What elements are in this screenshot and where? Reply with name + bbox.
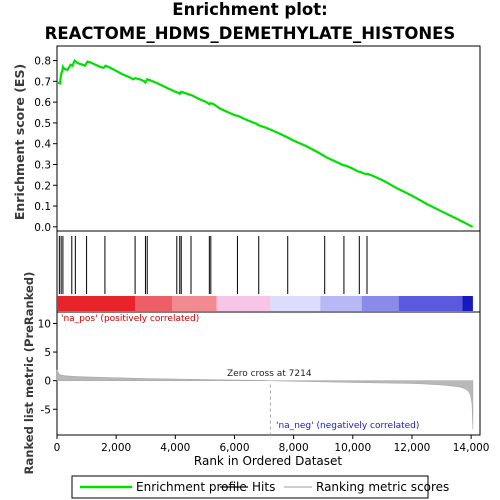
es-ytick-label: 0.3 — [34, 159, 51, 171]
color-bar-segment — [398, 296, 463, 311]
es-ytick-label: 0.8 — [34, 56, 51, 68]
x-axis-label: Rank in Ordered Dataset — [194, 454, 342, 468]
legend-box — [71, 475, 429, 499]
x-tick-label: 10,000 — [334, 442, 371, 454]
color-bar-segment — [172, 296, 217, 311]
x-tick-label: 2,000 — [101, 442, 131, 454]
x-tick-label: 12,000 — [394, 442, 431, 454]
ranking-metric-area — [56, 369, 474, 430]
metric-ytick-label: -5 — [41, 404, 51, 416]
es-ytick-label: 0.4 — [34, 139, 51, 151]
metric-ytick-label: 10 — [38, 318, 51, 330]
chart-title-line2: REACTOME_HDMS_DEMETHYLATE_HISTONES — [45, 24, 456, 43]
color-bar-segment — [320, 296, 362, 311]
color-bar-segment — [462, 296, 473, 311]
zero-cross-label: Zero cross at 7214 — [227, 369, 312, 379]
x-tick-label: 8,000 — [279, 442, 309, 454]
legend-label: Hits — [252, 480, 275, 494]
es-curve — [56, 58, 474, 228]
es-ytick-label: 0.7 — [34, 76, 51, 88]
color-bar-segment — [270, 296, 321, 311]
metric-ytick-label: 0 — [44, 376, 51, 388]
neg-correlated-label: 'na_neg' (negatively correlated) — [276, 421, 419, 431]
color-bar-segment — [135, 296, 173, 311]
chart-title: Enrichment plot: — [172, 0, 327, 19]
x-tick-label: 6,000 — [219, 442, 249, 454]
es-ytick-label: 0.1 — [34, 201, 51, 213]
color-bar-segment — [216, 296, 271, 311]
metric-ylabel: Ranked list metric (PreRanked) — [22, 272, 36, 475]
legend-label: Enrichment profile — [136, 480, 247, 494]
x-tick-label: 0 — [54, 442, 61, 454]
pos-correlated-label: 'na_pos' (positively correlated) — [61, 314, 199, 324]
color-bar-segment — [57, 296, 136, 311]
legend-label: Ranking metric scores — [316, 480, 449, 494]
x-tick-label: 14,000 — [453, 442, 490, 454]
es-ytick-label: 0.5 — [34, 118, 51, 130]
metric-ytick-label: 5 — [44, 347, 51, 359]
es-ytick-label: 0.6 — [34, 97, 51, 109]
es-ytick-label: 0.2 — [34, 180, 51, 192]
es-ylabel: Enrichment score (ES) — [12, 64, 27, 220]
x-tick-label: 4,000 — [160, 442, 190, 454]
color-bar-segment — [361, 296, 399, 311]
es-ytick-label: 0.0 — [34, 222, 51, 234]
